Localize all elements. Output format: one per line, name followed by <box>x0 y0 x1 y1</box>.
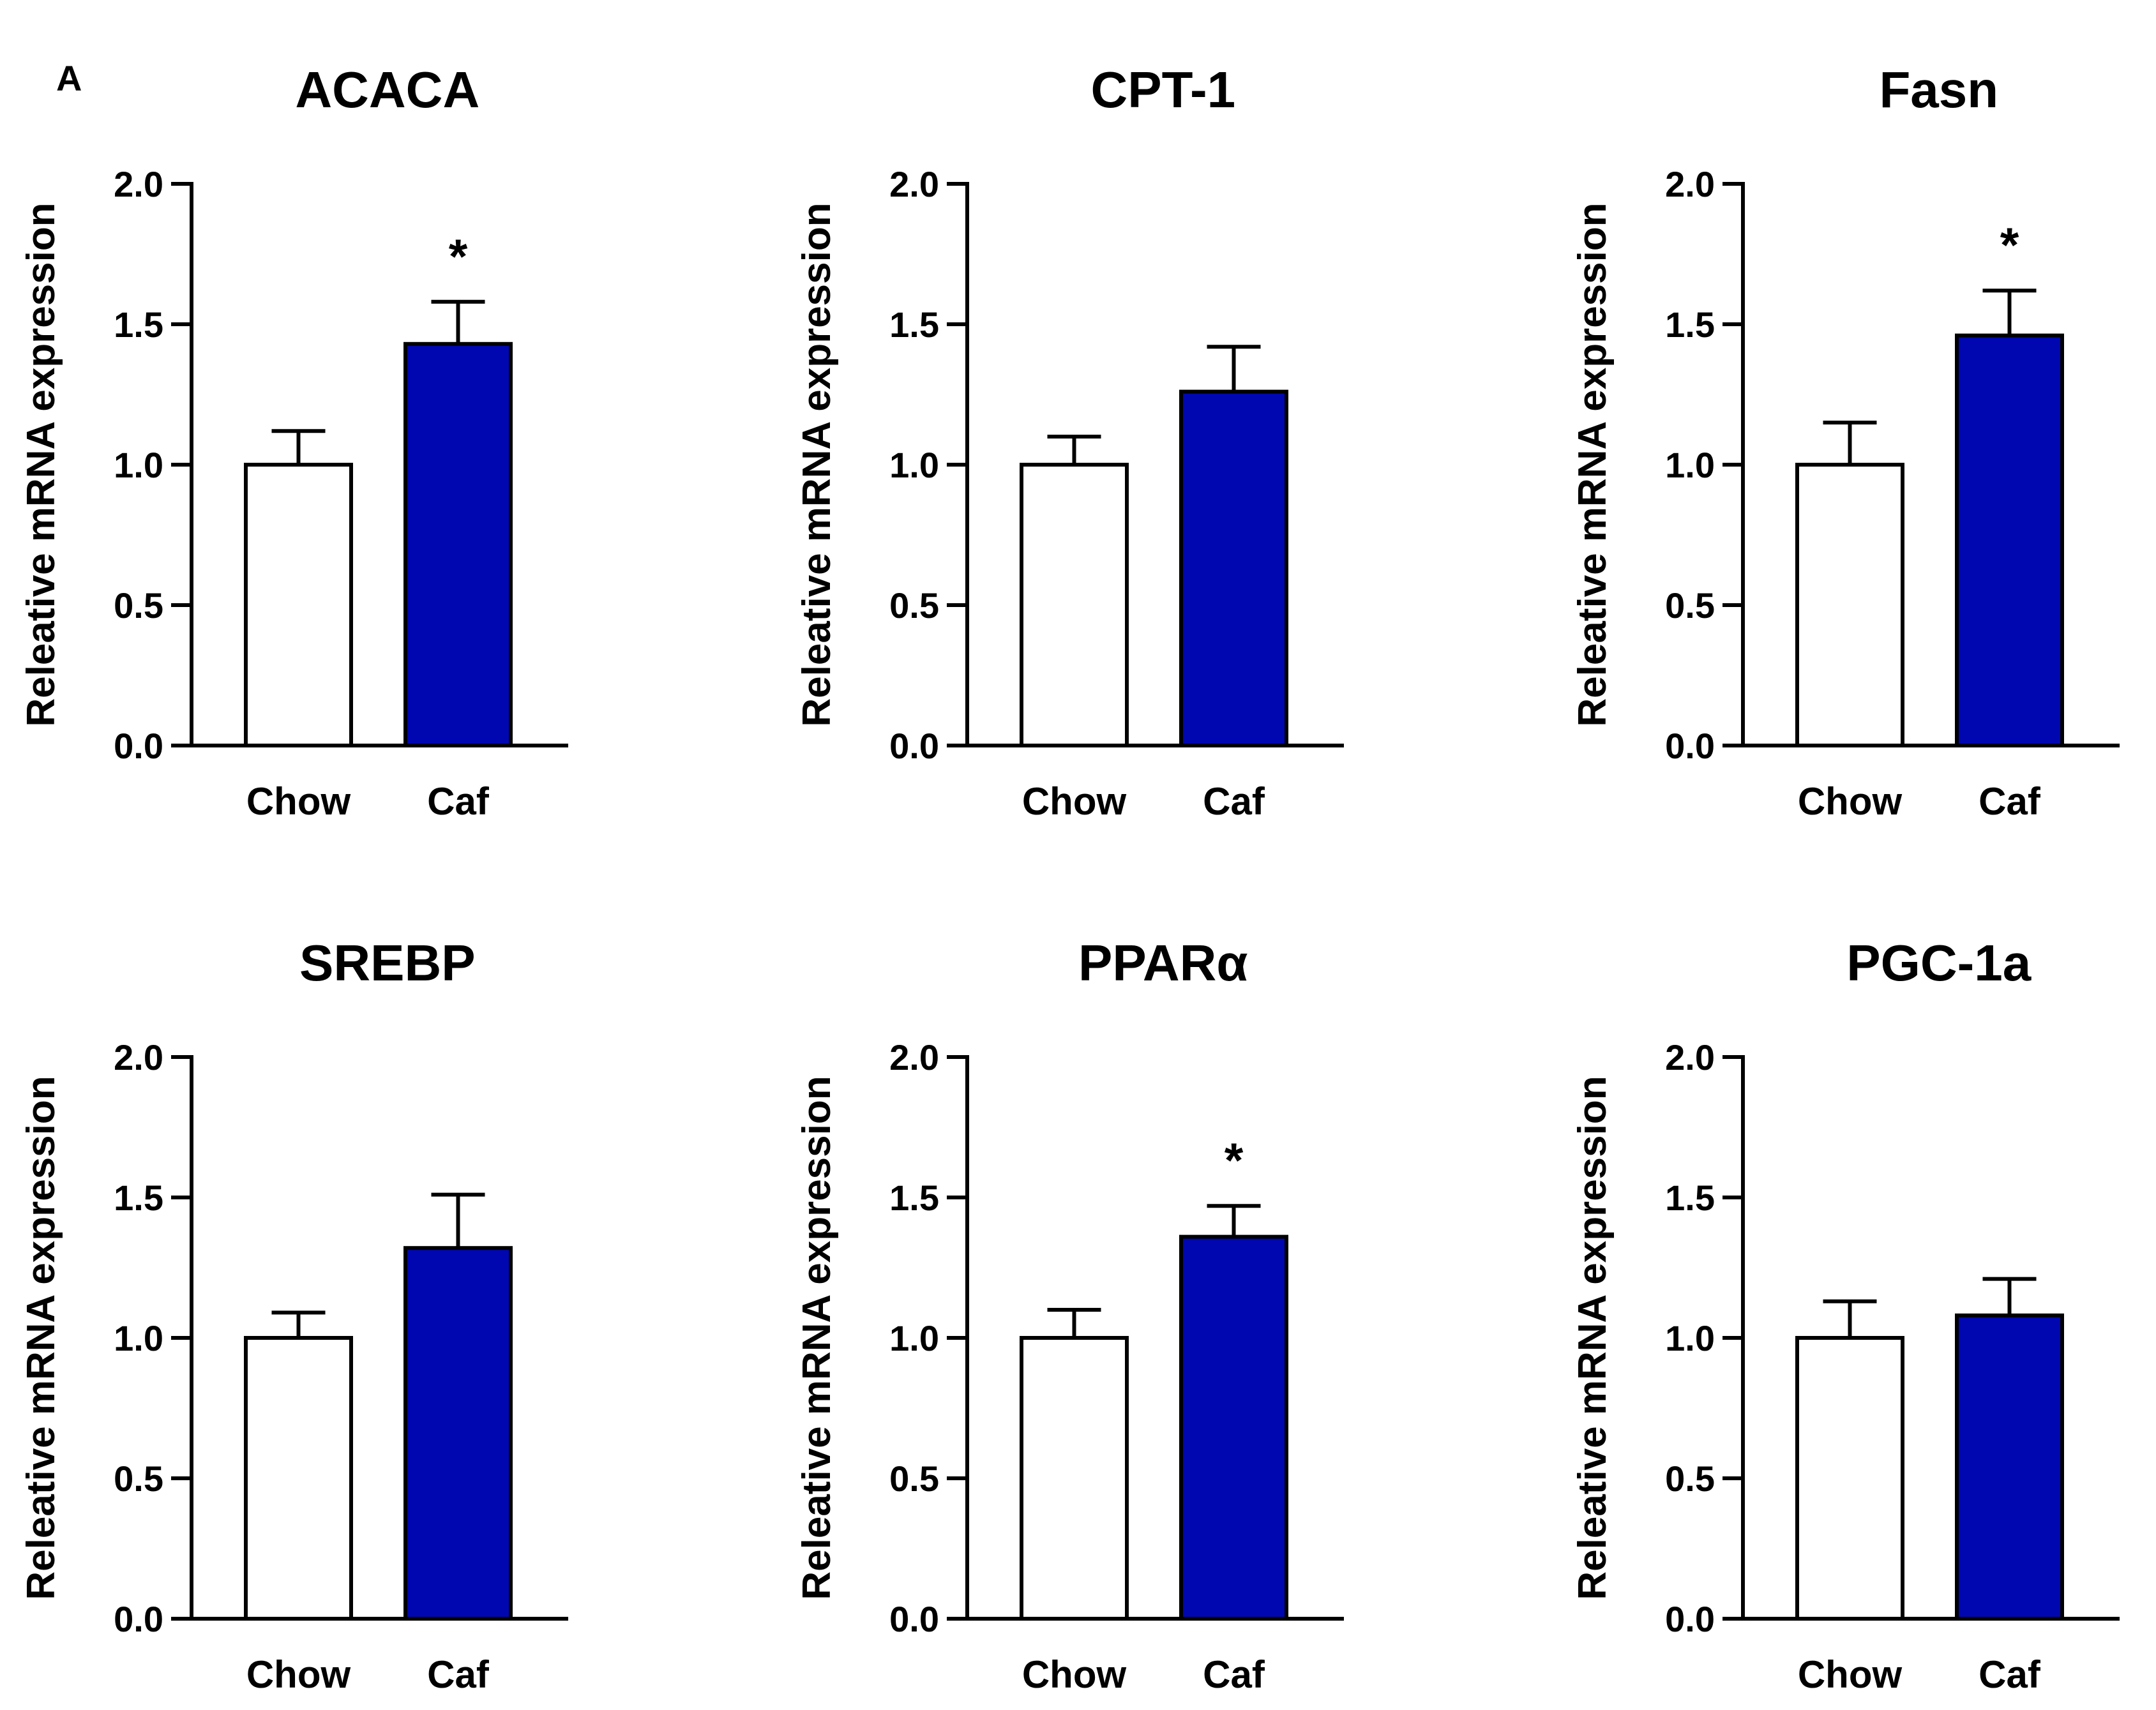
bar-chow <box>244 1336 353 1621</box>
x-tick-label-caf: Caf <box>1979 780 2041 823</box>
bar-chow <box>244 463 353 747</box>
chart-panel-6: PGC-1a Releative mRNA expression Chow Caf 0.… <box>1571 934 2120 1696</box>
bar-chow <box>1020 463 1129 747</box>
bar-caf <box>1955 1313 2064 1621</box>
y-tick-label: 0.5 <box>1665 585 1715 626</box>
chart-title: CPT-1 <box>1090 61 1235 118</box>
y-axis-label: Releative mRNA expression <box>19 1076 63 1600</box>
y-tick-label: 1.0 <box>889 445 939 485</box>
bar-caf <box>1179 389 1288 747</box>
y-tick-label: 2.0 <box>114 164 163 204</box>
y-tick-label: 0.0 <box>889 726 939 766</box>
x-tick-label-chow: Chow <box>246 780 351 823</box>
y-tick-label: 2.0 <box>889 164 939 204</box>
chart-title: Fasn <box>1879 61 1998 118</box>
y-tick-label: 1.0 <box>1665 1318 1715 1358</box>
y-tick-label: 2.0 <box>1665 1037 1715 1077</box>
significance-mark: * <box>2000 218 2019 273</box>
x-tick-label-caf: Caf <box>1203 1653 1265 1696</box>
significance-mark: * <box>449 230 468 284</box>
y-tick-label: 2.0 <box>889 1037 939 1077</box>
y-tick-label: 0.5 <box>114 1459 163 1499</box>
y-tick-label: 0.5 <box>114 585 163 626</box>
y-axis-label: Releative mRNA expression <box>795 1076 839 1600</box>
y-tick-label: 0.0 <box>1665 1599 1715 1639</box>
y-axis-label: Releative mRNA expression <box>1571 202 1615 726</box>
y-axis-label: Releative mRNA expression <box>19 202 63 726</box>
x-tick-label-chow: Chow <box>1022 1653 1127 1696</box>
x-tick-label-caf: Caf <box>1203 780 1265 823</box>
chart-title: SREBP <box>299 934 476 991</box>
y-tick-label: 1.0 <box>889 1318 939 1358</box>
x-tick-label-chow: Chow <box>1022 780 1127 823</box>
bar-chow <box>1795 463 1904 747</box>
bar-chow <box>1020 1336 1129 1621</box>
y-axis-label: Releative mRNA expression <box>795 202 839 726</box>
x-tick-label-chow: Chow <box>1798 1653 1903 1696</box>
chart-panel-1: ACACA Releative mRNA expression Chow * Caf 0.… <box>19 61 568 823</box>
y-tick-label: 0.5 <box>889 585 939 626</box>
chart-panel-2: CPT-1 Releative mRNA expression Chow Caf 0.0… <box>795 61 1344 823</box>
chart-panel-3: Fasn Releative mRNA expression Chow * Caf 0.0… <box>1571 61 2120 823</box>
y-tick-label: 1.5 <box>114 1178 163 1218</box>
chart-title: ACACA <box>295 61 479 118</box>
bar-caf <box>403 341 513 747</box>
y-tick-label: 0.0 <box>114 1599 163 1639</box>
bar-chow <box>1795 1336 1904 1621</box>
y-tick-label: 1.0 <box>114 445 163 485</box>
x-tick-label-caf: Caf <box>1979 1653 2041 1696</box>
chart-title: PPARα <box>1078 934 1248 991</box>
y-tick-label: 0.5 <box>1665 1459 1715 1499</box>
y-tick-label: 0.5 <box>889 1459 939 1499</box>
bar-caf <box>403 1246 513 1621</box>
x-tick-label-chow: Chow <box>246 1653 351 1696</box>
bar-caf <box>1955 333 2064 747</box>
panels-group: ACACA Releative mRNA expression Chow * Caf 0.… <box>19 61 2120 1696</box>
y-tick-label: 1.5 <box>1665 304 1715 345</box>
chart-panel-4: SREBP Releative mRNA expression Chow Caf 0.0… <box>19 934 568 1696</box>
y-tick-label: 2.0 <box>1665 164 1715 204</box>
x-tick-label-chow: Chow <box>1798 780 1903 823</box>
panel-letter: A <box>56 58 82 98</box>
bar-caf <box>1179 1234 1288 1621</box>
y-axis-label: Releative mRNA expression <box>1571 1076 1615 1600</box>
y-tick-label: 1.5 <box>114 304 163 345</box>
x-tick-label-caf: Caf <box>427 1653 490 1696</box>
chart-title: PGC-1a <box>1846 934 2031 991</box>
y-tick-label: 1.5 <box>889 304 939 345</box>
y-tick-label: 0.0 <box>1665 726 1715 766</box>
x-tick-label-caf: Caf <box>427 780 490 823</box>
y-tick-label: 1.5 <box>889 1178 939 1218</box>
y-tick-label: 2.0 <box>114 1037 163 1077</box>
y-tick-label: 1.0 <box>1665 445 1715 485</box>
y-tick-label: 1.0 <box>114 1318 163 1358</box>
significance-mark: * <box>1225 1134 1244 1188</box>
y-tick-label: 0.0 <box>114 726 163 766</box>
y-tick-label: 1.5 <box>1665 1178 1715 1218</box>
chart-panel-5: PPARα Releative mRNA expression Chow * Caf 0.… <box>795 934 1344 1696</box>
y-tick-label: 0.0 <box>889 1599 939 1639</box>
